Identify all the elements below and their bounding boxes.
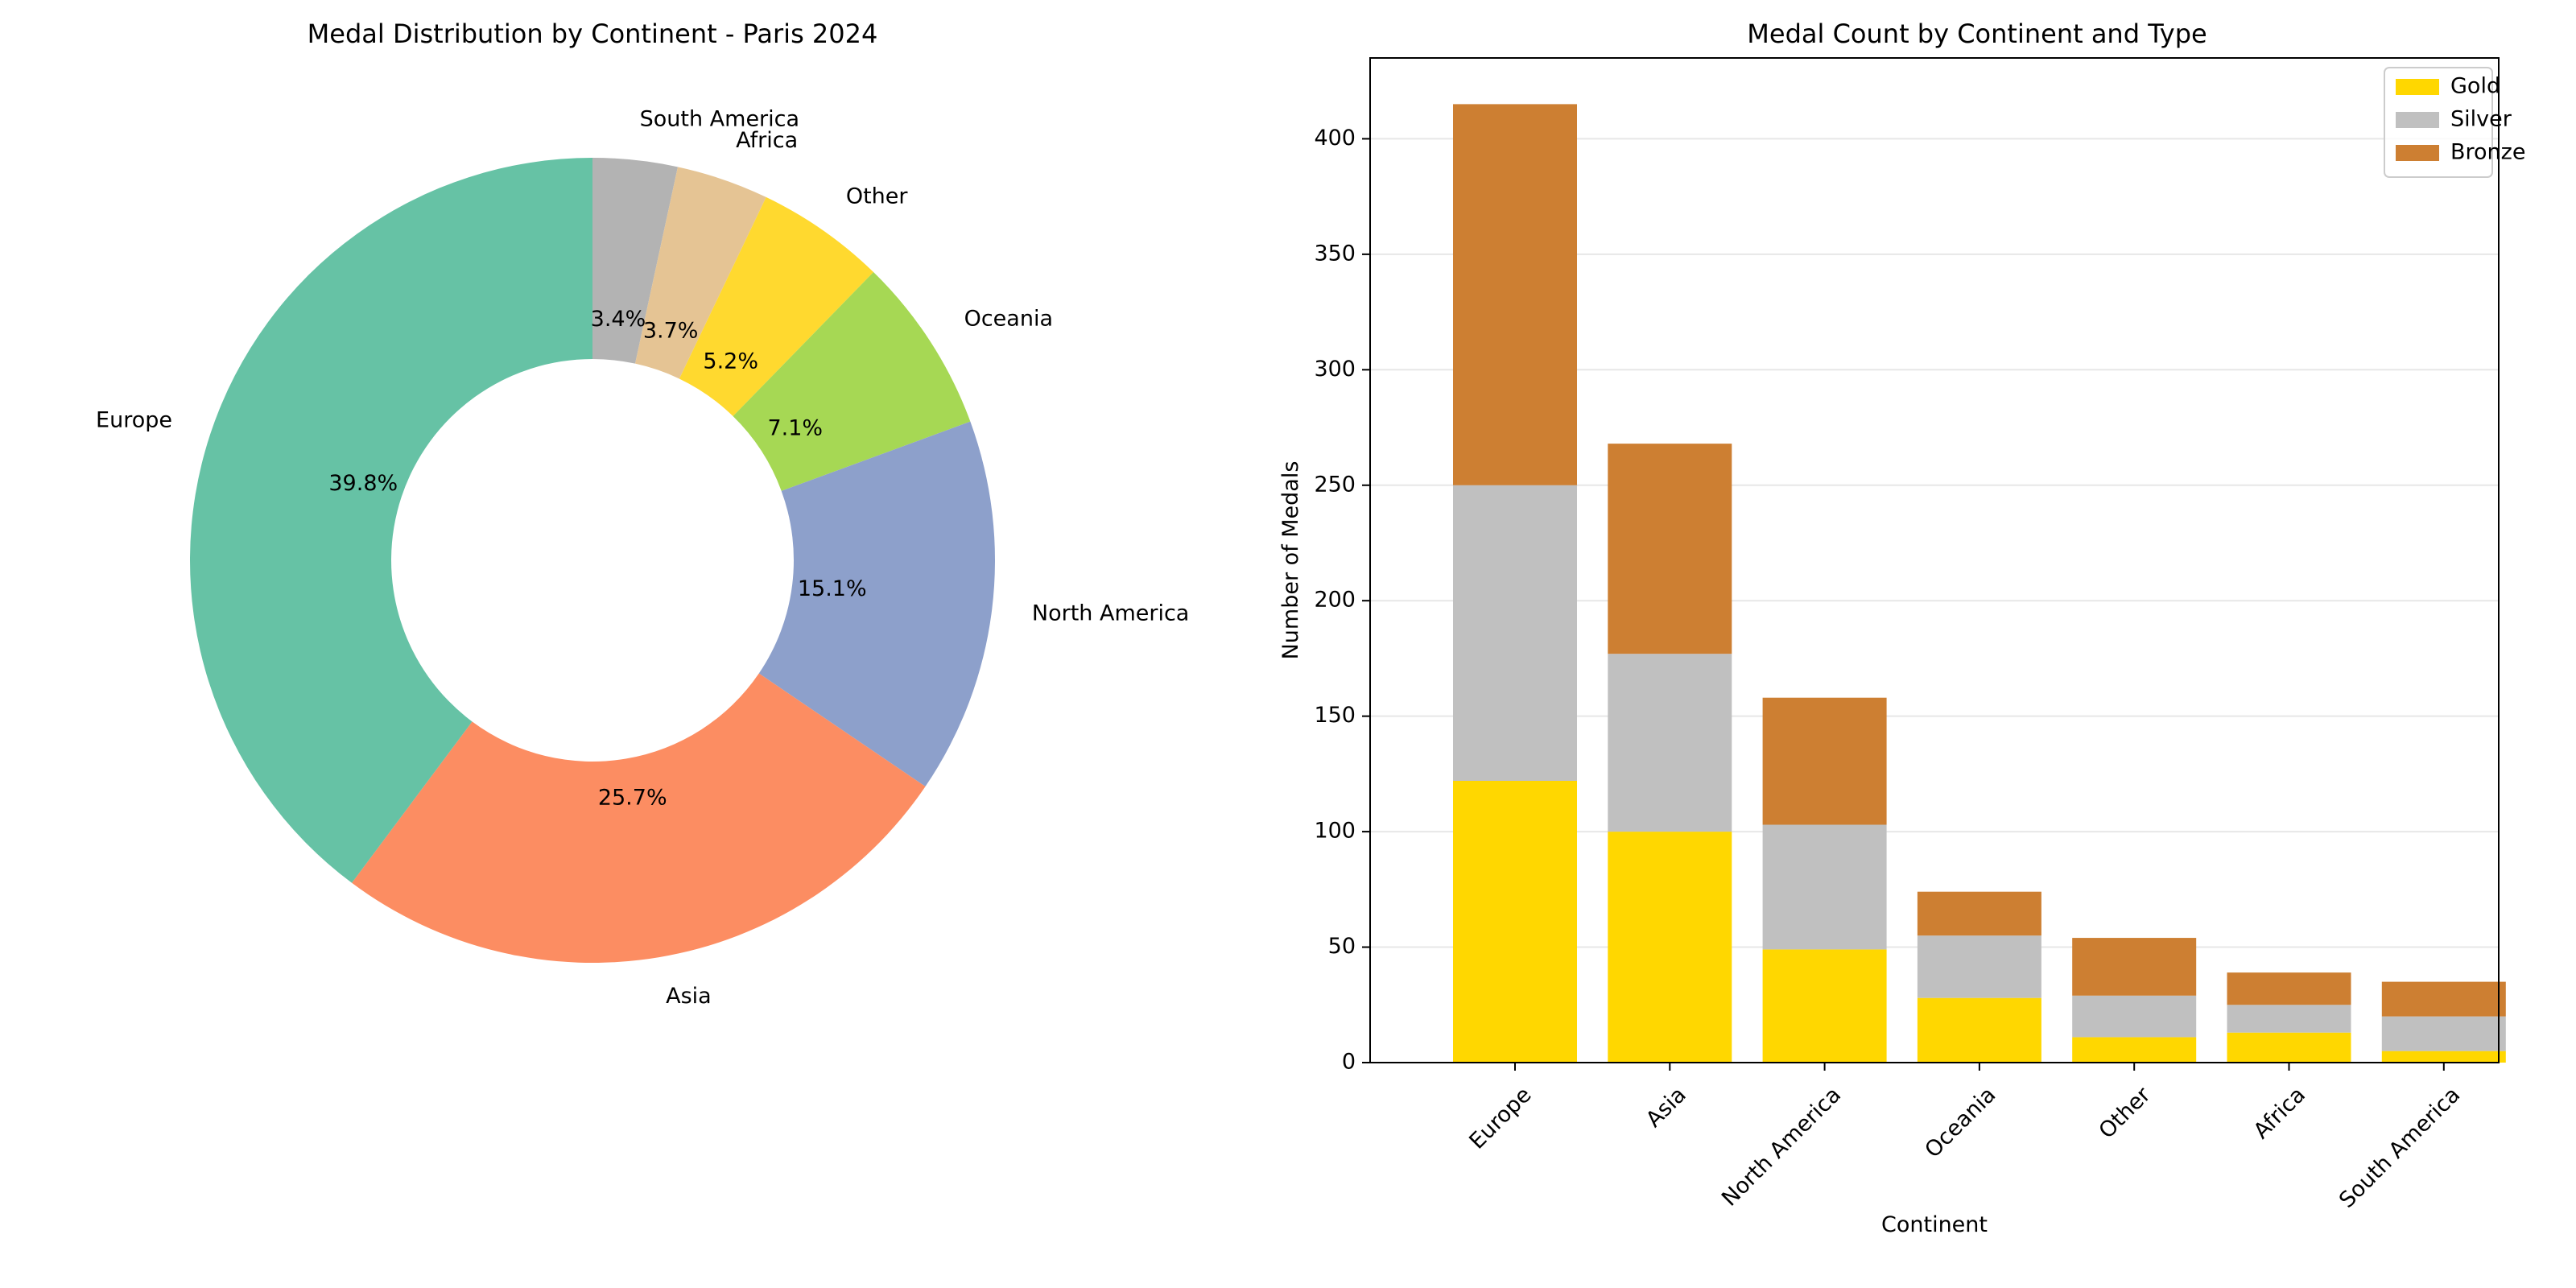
pie-pct-south-america: 3.4% xyxy=(591,307,646,332)
x-tick-label-south-america: South America xyxy=(2334,1083,2465,1213)
y-axis: 0 50 100 150 200 250 300 350 400 xyxy=(1314,126,1370,1075)
y-tick-label: 50 xyxy=(1328,934,1356,959)
y-tick-label: 350 xyxy=(1314,241,1356,266)
pie-label-north-america: North America xyxy=(1032,601,1189,626)
bar-gold-other xyxy=(2072,1037,2197,1063)
pie-label-asia: Asia xyxy=(666,984,712,1009)
bar-silver-europe xyxy=(1453,485,1577,781)
pie-pct-europe: 39.8% xyxy=(328,471,398,496)
pie-pct-other: 5.2% xyxy=(703,349,758,374)
bar-gold-asia xyxy=(1608,832,1732,1063)
y-axis-label: Number of Medals xyxy=(1278,461,1303,660)
pie-slice-africa xyxy=(635,167,766,379)
x-tick-label-north-america: North America xyxy=(1717,1083,1846,1212)
y-tick-label: 200 xyxy=(1314,588,1356,613)
pie-label-europe: Europe xyxy=(96,407,172,432)
bar-bars xyxy=(1453,104,2506,1063)
x-tick-label-oceania: Oceania xyxy=(1920,1083,2000,1163)
pie-pct-oceania: 7.1% xyxy=(767,415,823,440)
bar-gold-europe xyxy=(1453,780,1577,1063)
x-axis-label: Continent xyxy=(1881,1212,1988,1237)
y-tick-label: 400 xyxy=(1314,126,1356,151)
bar-silver-south-america xyxy=(2381,1016,2506,1051)
pie-chart-panel: Medal Distribution by Continent - Paris … xyxy=(96,19,1189,1009)
pie-label-other: Other xyxy=(846,184,909,209)
pie-slice-europe xyxy=(189,158,592,883)
bar-chart-panel: Medal Count by Continent and Type 0 50 100… xyxy=(1278,19,2525,1237)
bar-bronze-south-america xyxy=(2381,981,2506,1017)
bar-gold-oceania xyxy=(1917,997,2041,1063)
pie-pct-north-america: 15.1% xyxy=(798,576,867,601)
pie-chart-title: Medal Distribution by Continent - Paris … xyxy=(308,19,878,49)
legend-swatch-bronze xyxy=(2396,145,2439,161)
legend-label-silver: Silver xyxy=(2450,107,2512,132)
y-tick-label: 100 xyxy=(1314,819,1356,844)
bar-gold-south-america xyxy=(2381,1051,2506,1063)
bar-bronze-north-america xyxy=(1762,697,1887,825)
pie-label-south-america: South America xyxy=(640,107,799,132)
pie-slices xyxy=(189,158,995,963)
bar-gold-africa xyxy=(2227,1032,2351,1063)
pie-slice-asia xyxy=(352,673,926,963)
x-tick-label-europe: Europe xyxy=(1464,1083,1536,1154)
bar-silver-africa xyxy=(2227,1005,2351,1033)
legend-label-bronze: Bronze xyxy=(2450,140,2525,165)
x-axis: Europe Asia North America Oceania Other Afric… xyxy=(1464,1063,2465,1213)
bar-silver-asia xyxy=(1608,654,1732,832)
bar-silver-other xyxy=(2072,995,2197,1038)
y-tick-label: 150 xyxy=(1314,703,1356,728)
bar-bronze-asia xyxy=(1608,444,1732,654)
legend-swatch-gold xyxy=(2396,79,2439,95)
plot-frame xyxy=(1369,57,2500,1063)
bar-bronze-other xyxy=(2072,938,2197,996)
x-tick-label-africa: Africa xyxy=(2249,1083,2310,1144)
legend-swatch-silver xyxy=(2396,112,2439,128)
x-tick-label-other: Other xyxy=(2095,1082,2157,1144)
pie-label-oceania: Oceania xyxy=(964,306,1053,331)
bar-silver-oceania xyxy=(1917,935,2041,998)
legend-label-gold: Gold xyxy=(2450,74,2500,99)
pie-labels: South America 3.4% Africa 3.7% Other 5.2% Ocea… xyxy=(96,107,1189,1009)
bar-bronze-africa xyxy=(2227,972,2351,1005)
legend: Gold Silver Bronze xyxy=(2384,67,2525,178)
bar-chart-title: Medal Count by Continent and Type xyxy=(1747,19,2207,49)
bar-bronze-oceania xyxy=(1917,891,2041,936)
pie-slice-south-america xyxy=(592,158,679,364)
x-tick-label-asia: Asia xyxy=(1641,1083,1691,1133)
pie-label-africa: Africa xyxy=(736,128,798,153)
bar-silver-north-america xyxy=(1762,824,1887,950)
y-tick-label: 0 xyxy=(1342,1050,1356,1075)
pie-slice-oceania xyxy=(733,272,971,491)
pie-slice-north-america xyxy=(758,421,995,787)
y-tick-label: 300 xyxy=(1314,357,1356,382)
pie-slice-other xyxy=(679,196,874,417)
bar-gold-north-america xyxy=(1762,949,1887,1063)
pie-pct-asia: 25.7% xyxy=(598,785,667,810)
pie-pct-africa: 3.7% xyxy=(643,319,699,344)
bar-bronze-europe xyxy=(1453,104,1577,485)
y-tick-label: 250 xyxy=(1314,472,1356,497)
